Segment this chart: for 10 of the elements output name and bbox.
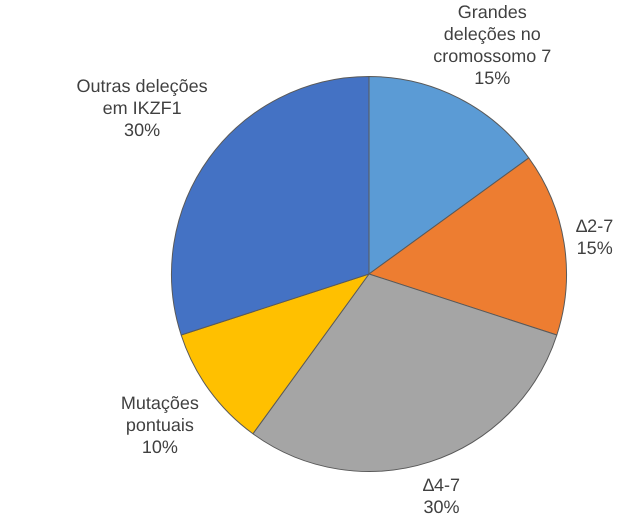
- data-label: 10%: [142, 436, 178, 457]
- slice-label: Mutações pontuais: [120, 392, 199, 435]
- slice-label: ∆4-7: [422, 474, 460, 495]
- data-label: 15%: [576, 238, 613, 258]
- slice-label: Grandes deleções no cromossomo 7: [433, 2, 552, 66]
- data-label: 30%: [423, 496, 460, 517]
- data-label: 15%: [474, 68, 510, 88]
- slice-label: Outras deleções em IKZF1: [76, 76, 208, 118]
- data-label: 30%: [124, 120, 160, 140]
- slice-label: ∆2-7: [576, 216, 614, 236]
